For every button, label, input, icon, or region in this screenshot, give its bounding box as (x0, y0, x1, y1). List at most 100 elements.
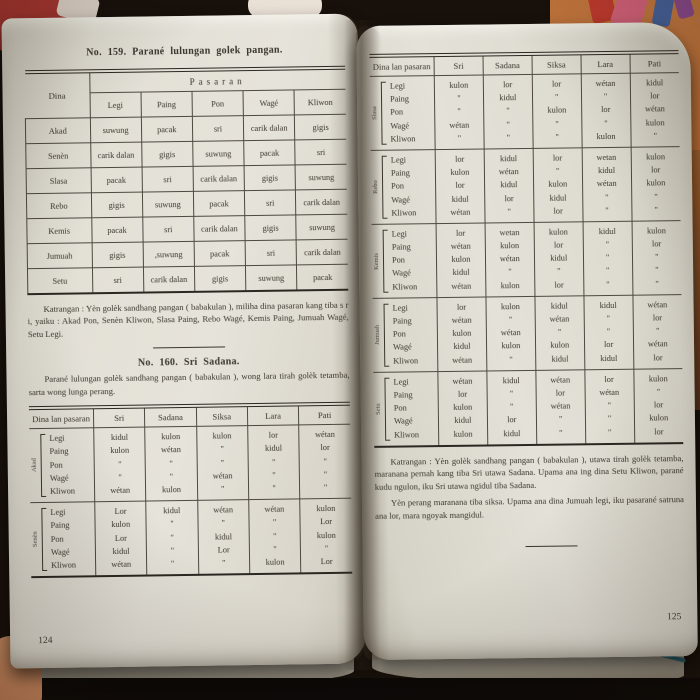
value-column: kulon " lor kulon lor (633, 368, 684, 444)
value: " (606, 327, 611, 337)
group-row: JumuahLegiPaingPonWagéKliwonlorwétankulo… (372, 294, 683, 373)
book-gutter-shadow (344, 20, 380, 670)
group-day-cell: SetuLegiPaingPonWagéKliwon (373, 371, 438, 446)
value: kulon (212, 431, 232, 441)
value-cell: carik dalan (193, 215, 246, 242)
value: " (220, 458, 225, 468)
value: kidul (500, 154, 518, 164)
group-day-cell: Akad Legi Paing Pon Wagé Kliwon (29, 428, 95, 503)
value: " (323, 456, 328, 466)
value: " (323, 469, 328, 479)
pasaran-name: Kliwon (391, 208, 417, 218)
value: " (606, 266, 610, 276)
value: lor (604, 374, 614, 384)
value-column: kidul wétan kidul lor " (484, 148, 534, 223)
value: lor (654, 426, 664, 436)
value: kidul (597, 166, 616, 176)
value: kidul (110, 433, 129, 443)
pasaran-name: Legi (391, 229, 407, 239)
group-day-cell: JumuahLegiPaingPonWagéKliwon (372, 297, 437, 372)
value: lor (504, 193, 514, 203)
value: wétan (644, 104, 665, 114)
value-column: kulon lor kidul " lor (533, 221, 584, 297)
pasaran-name: Paing (49, 447, 69, 457)
book-page-left[interactable]: No. 159. Parané lulungan golek pangan. D… (1, 13, 367, 669)
value: Lor (114, 507, 127, 517)
value-cell: pacak (91, 217, 143, 243)
value-cell: gigis (244, 214, 297, 241)
value: wétan (452, 355, 473, 365)
value: kidul (214, 531, 233, 542)
value: wétan (647, 300, 668, 310)
value: kulon (500, 241, 520, 251)
pasaran-name: Paing (392, 316, 412, 326)
value-column: kidul " " " " (146, 500, 199, 576)
value-cell: sri (91, 267, 144, 294)
value-cell: sri (244, 189, 297, 216)
value: kidul (549, 193, 567, 203)
value-column: lor kulon lor kidul wétan (435, 148, 485, 224)
value: " (655, 252, 659, 262)
value-column: kulon " " wétan " (196, 425, 249, 501)
value: " (507, 206, 512, 216)
value: kidul (452, 268, 470, 278)
value-cell: suwung (296, 214, 348, 240)
page-number-125: 125 (667, 612, 682, 623)
pasaran-name-list: Legi Paing Pon Wagé Kliwon (392, 227, 436, 293)
value-column: kidul lor wétan kulon " (629, 72, 680, 148)
day-cell: Kemis (26, 217, 92, 244)
value: kidul (598, 226, 616, 236)
pasaran-name: Legi (390, 155, 407, 165)
value: wétan (596, 179, 617, 189)
value: lor (455, 228, 466, 238)
value: " (557, 267, 561, 277)
day-cell: Akad (25, 117, 91, 144)
value: " (457, 93, 461, 104)
group-bracket (384, 377, 391, 441)
value: wétan (212, 471, 233, 481)
table-160: Dina lan pasaran Sri Sadana Siksa Lara Pati Ak… (28, 401, 353, 579)
end-divider-rule (525, 545, 578, 547)
pasaran-name: Legi (49, 433, 65, 444)
column-header: Siksa (196, 405, 248, 427)
table-159: Dina Pasaran Legi Paing Pon Wagé Kliwon Akad suw… (24, 65, 349, 296)
value: " (559, 428, 563, 438)
value: kulon (449, 80, 469, 90)
value-column: lor " kulon " " (532, 73, 582, 149)
pasaran-name: Legi (392, 303, 408, 313)
table-160-right-mount: Dina lan pasaranSriSadanaSiksaLaraPatiSl… (369, 50, 684, 448)
value: " (656, 387, 661, 397)
value: kidul (599, 300, 617, 310)
value: kulon (111, 520, 131, 530)
group-bracket (40, 434, 47, 498)
value: lor (601, 105, 611, 115)
value: lor (652, 313, 663, 323)
value: " (170, 519, 174, 529)
pasaran-name: Pon (391, 255, 405, 265)
value: " (653, 131, 658, 141)
value: " (655, 279, 659, 289)
value: kulon (649, 413, 669, 423)
value: wétan (213, 505, 234, 515)
value-column: kidul " " lor kidul (486, 370, 537, 446)
book-page-right[interactable]: Dina lan pasaranSriSadanaSiksaLaraPatiSl… (356, 21, 698, 661)
pasaran-name: Pon (391, 181, 405, 191)
value: " (605, 192, 609, 202)
pasaran-column-header: Kliwon (294, 89, 346, 115)
value: kidul (503, 428, 521, 438)
pasaran-column-header: Pon (191, 90, 244, 117)
value: " (655, 265, 659, 275)
value: kidul (550, 253, 568, 263)
value: " (606, 313, 611, 324)
value: lor (555, 388, 566, 398)
pasaran-column-header: Legi (89, 92, 142, 118)
value: kidul (499, 93, 517, 103)
value: wétan (595, 78, 616, 89)
pasaran-name: Paing (390, 168, 410, 178)
value: wétan (450, 241, 471, 251)
section-159-note: Katrangan : Yèn golèk sandhang pangan ( … (27, 299, 349, 340)
value: " (506, 132, 511, 142)
value-cell: sri (141, 166, 194, 193)
value-column: kidul wétan " kulon kidul (534, 295, 585, 371)
value-cell: suwung (192, 140, 245, 167)
